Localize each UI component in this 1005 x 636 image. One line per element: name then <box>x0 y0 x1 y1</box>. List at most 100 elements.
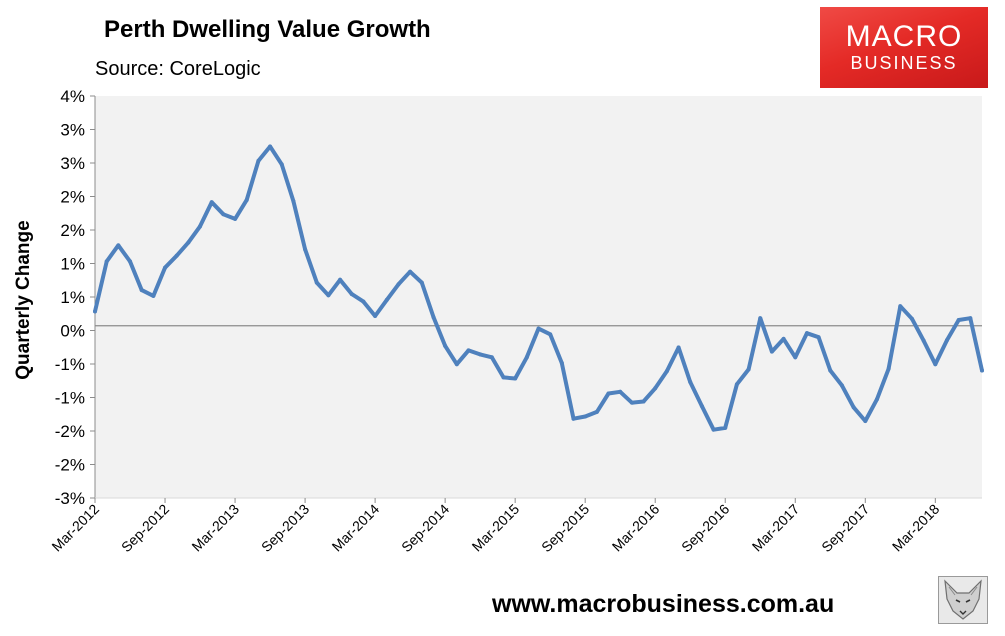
data-point <box>361 299 366 304</box>
data-point <box>209 200 214 205</box>
data-point <box>606 391 611 396</box>
data-point <box>151 293 156 298</box>
data-point <box>139 288 144 293</box>
data-point <box>781 336 786 341</box>
data-point <box>664 369 669 374</box>
y-tick-label: 3% <box>60 121 85 140</box>
data-point <box>501 375 506 380</box>
x-tick-label: Sep-2016 <box>678 501 732 555</box>
y-tick-label: -1% <box>55 389 85 408</box>
y-tick-label: -2% <box>55 456 85 475</box>
x-tick-label: Sep-2012 <box>118 501 172 555</box>
data-point <box>244 197 249 202</box>
y-tick-label: 1% <box>60 288 85 307</box>
x-tick-label: Mar-2015 <box>469 501 523 555</box>
y-tick-label: 2% <box>60 188 85 207</box>
data-point <box>291 199 296 204</box>
data-point <box>793 355 798 360</box>
data-point <box>723 425 728 430</box>
data-point <box>944 338 949 343</box>
y-tick-label: 4% <box>60 87 85 106</box>
data-point <box>279 162 284 167</box>
data-point <box>93 309 97 314</box>
data-point <box>396 282 401 287</box>
data-point <box>268 144 273 149</box>
data-point <box>314 280 319 285</box>
data-point <box>898 304 903 309</box>
data-point <box>874 397 879 402</box>
data-point <box>431 315 436 320</box>
data-point <box>338 277 343 282</box>
data-point <box>863 419 868 424</box>
fox-icon <box>944 579 982 620</box>
data-point <box>839 383 844 388</box>
data-point <box>571 416 576 421</box>
data-point <box>828 368 833 373</box>
data-point <box>758 316 763 321</box>
data-point <box>909 316 914 321</box>
chart-title: Perth Dwelling Value Growth <box>104 16 431 43</box>
data-point <box>233 216 238 221</box>
data-point <box>513 376 518 381</box>
data-point <box>489 355 494 360</box>
y-tick-label: 1% <box>60 255 85 274</box>
x-tick-label: Mar-2012 <box>48 501 102 555</box>
data-point <box>419 280 424 285</box>
plot-area <box>95 96 982 498</box>
data-point <box>198 224 203 229</box>
data-point <box>174 253 179 258</box>
data-point <box>618 389 623 394</box>
logo-line-2: BUSINESS <box>850 53 958 73</box>
macrobusiness-logo: MACRO BUSINESS <box>820 7 988 88</box>
data-point <box>769 349 774 354</box>
x-tick-label: Mar-2017 <box>749 501 803 555</box>
data-point <box>559 361 564 366</box>
fox-logo <box>938 576 988 624</box>
data-point <box>956 317 961 322</box>
x-tick-label: Mar-2018 <box>889 501 943 555</box>
data-point <box>734 382 739 387</box>
x-tick-label: Sep-2015 <box>538 501 592 555</box>
data-point <box>699 404 704 409</box>
data-point <box>466 348 471 353</box>
data-point <box>373 313 378 318</box>
data-point <box>980 368 984 373</box>
data-point <box>921 338 926 343</box>
data-point <box>583 414 588 419</box>
data-point <box>349 292 354 297</box>
data-point <box>104 259 109 264</box>
y-tick-label: 2% <box>60 221 85 240</box>
y-tick-label: 0% <box>60 322 85 341</box>
data-point <box>641 399 646 404</box>
x-tick-label: Mar-2016 <box>609 501 663 555</box>
data-point <box>384 297 389 302</box>
data-point <box>676 345 681 350</box>
data-point <box>116 243 121 248</box>
data-point <box>968 316 973 321</box>
data-point <box>816 335 821 340</box>
data-point <box>326 293 331 298</box>
x-tick-label: Sep-2014 <box>398 501 452 555</box>
x-tick-label: Sep-2017 <box>818 501 872 555</box>
data-point <box>688 379 693 384</box>
chart-subtitle: Source: CoreLogic <box>95 58 261 80</box>
data-point <box>886 366 891 371</box>
data-point <box>536 326 541 331</box>
x-tick-label: Mar-2013 <box>188 501 242 555</box>
website-url: www.macrobusiness.com.au <box>492 590 835 618</box>
data-point <box>454 362 459 367</box>
logo-line-1: MACRO <box>845 20 963 53</box>
data-point <box>303 247 308 252</box>
y-tick-label: -3% <box>55 489 85 508</box>
y-tick-label: -1% <box>55 355 85 374</box>
x-tick-label: Sep-2013 <box>258 501 312 555</box>
data-point <box>548 332 553 337</box>
data-point <box>163 265 168 270</box>
data-point <box>408 269 413 274</box>
data-point <box>851 405 856 410</box>
data-point <box>128 259 133 264</box>
data-point <box>653 386 658 391</box>
data-point <box>629 400 634 405</box>
y-tick-label: -2% <box>55 422 85 441</box>
